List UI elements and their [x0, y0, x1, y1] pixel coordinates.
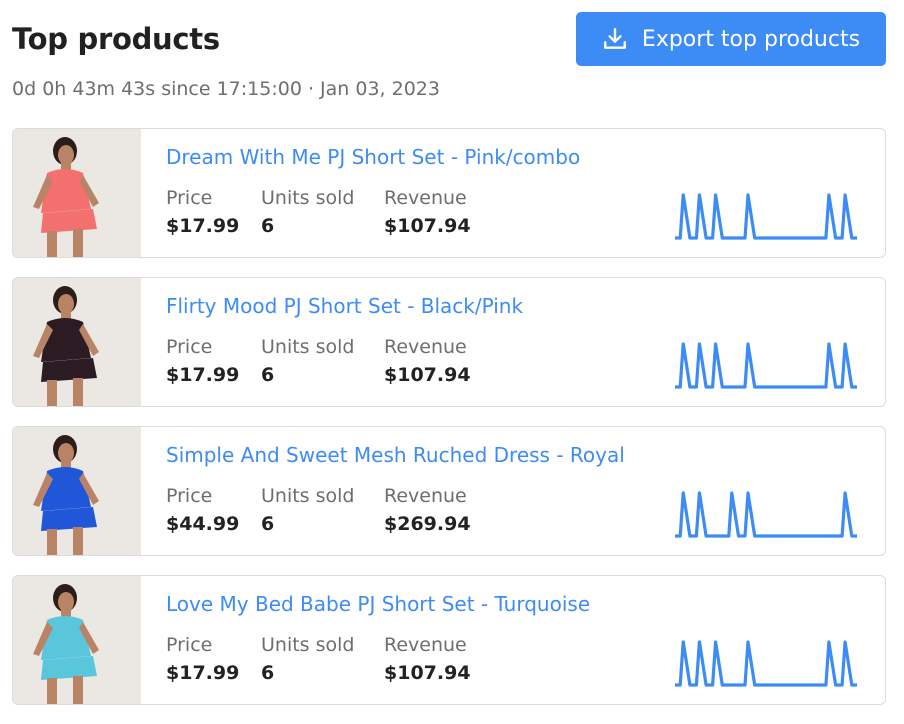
price-stat: Price $17.99 [166, 336, 239, 386]
price-label: Price [166, 485, 213, 507]
sparkline-path [675, 193, 857, 240]
download-icon [602, 26, 628, 52]
price-value: $17.99 [166, 215, 240, 237]
export-top-products-button[interactable]: Export top products [576, 12, 886, 66]
price-stat: Price $44.99 [166, 485, 239, 535]
revenue-label: Revenue [384, 336, 467, 358]
page-header: Top products 0d 0h 43m 43s since 17:15:0… [12, 0, 890, 110]
product-name-link[interactable]: Simple And Sweet Mesh Ruched Dress - Roy… [166, 443, 625, 467]
sales-sparkline [675, 491, 857, 538]
revenue-stat: Revenue $107.94 [384, 634, 471, 684]
price-value: $17.99 [166, 662, 240, 684]
revenue-stat: Revenue $269.94 [384, 485, 471, 535]
price-value: $44.99 [166, 513, 240, 535]
product-image[interactable] [13, 278, 141, 406]
units-sold-label: Units sold [261, 634, 355, 656]
units-sold-value: 6 [261, 364, 275, 386]
top-products-list: Dream With Me PJ Short Set - Pink/combo … [12, 128, 886, 724]
product-image[interactable] [13, 427, 141, 555]
sparkline-path [675, 640, 857, 687]
units-sold-value: 6 [261, 513, 275, 535]
product-card: Flirty Mood PJ Short Set - Black/Pink Pr… [12, 277, 886, 407]
export-button-label: Export top products [641, 26, 861, 52]
sales-sparkline [675, 640, 857, 687]
page-title: Top products [12, 22, 220, 56]
product-name-link[interactable]: Flirty Mood PJ Short Set - Black/Pink [166, 294, 524, 318]
revenue-stat: Revenue $107.94 [384, 187, 471, 237]
sparkline-path [675, 491, 857, 538]
product-name-link[interactable]: Dream With Me PJ Short Set - Pink/combo [166, 145, 581, 169]
units-sold-stat: Units sold 6 [261, 634, 354, 684]
units-sold-value: 6 [261, 215, 275, 237]
units-sold-label: Units sold [261, 485, 355, 507]
revenue-value: $269.94 [384, 513, 471, 535]
revenue-label: Revenue [384, 634, 467, 656]
product-image[interactable] [13, 576, 141, 704]
revenue-label: Revenue [384, 485, 467, 507]
sales-sparkline [675, 193, 857, 240]
revenue-value: $107.94 [384, 215, 471, 237]
revenue-value: $107.94 [384, 364, 471, 386]
revenue-label: Revenue [384, 187, 467, 209]
price-label: Price [166, 336, 213, 358]
price-label: Price [166, 187, 213, 209]
sparkline-path [675, 342, 857, 389]
product-image[interactable] [13, 129, 141, 257]
price-stat: Price $17.99 [166, 634, 239, 684]
units-sold-value: 6 [261, 662, 275, 684]
product-card: Love My Bed Babe PJ Short Set - Turquois… [12, 575, 886, 705]
sales-sparkline [675, 342, 857, 389]
units-sold-label: Units sold [261, 187, 355, 209]
price-label: Price [166, 634, 213, 656]
price-stat: Price $17.99 [166, 187, 239, 237]
units-sold-stat: Units sold 6 [261, 336, 354, 386]
revenue-value: $107.94 [384, 662, 471, 684]
revenue-stat: Revenue $107.94 [384, 336, 471, 386]
units-sold-stat: Units sold 6 [261, 187, 354, 237]
price-value: $17.99 [166, 364, 240, 386]
product-card: Simple And Sweet Mesh Ruched Dress - Roy… [12, 426, 886, 556]
units-sold-stat: Units sold 6 [261, 485, 354, 535]
product-name-link[interactable]: Love My Bed Babe PJ Short Set - Turquois… [166, 592, 591, 616]
elapsed-time-subtitle: 0d 0h 43m 43s since 17:15:00 · Jan 03, 2… [12, 78, 440, 100]
units-sold-label: Units sold [261, 336, 355, 358]
product-card: Dream With Me PJ Short Set - Pink/combo … [12, 128, 886, 258]
